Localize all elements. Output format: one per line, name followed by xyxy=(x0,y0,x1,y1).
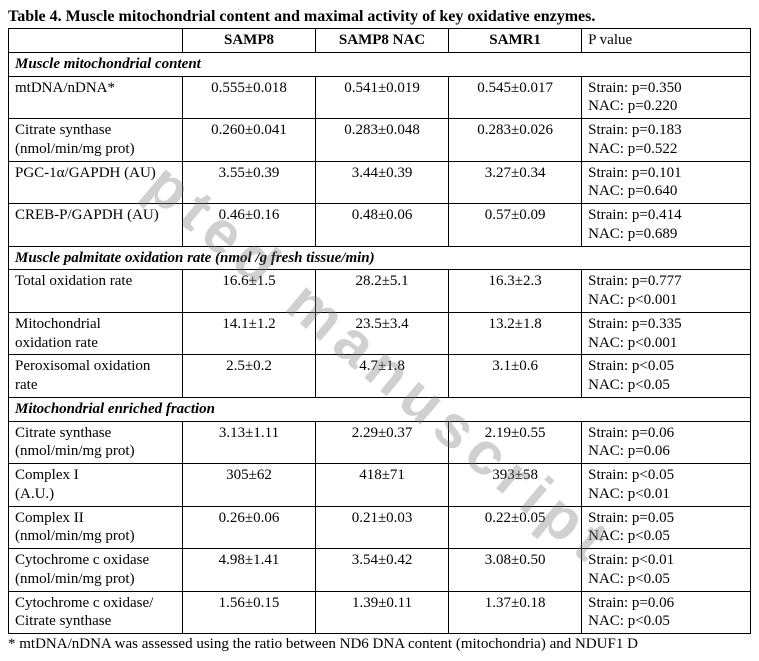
value-cell: 4.98±1.41 xyxy=(182,549,315,592)
value-cell: 393±58 xyxy=(449,464,582,507)
value-cell: 0.57±0.09 xyxy=(449,204,582,247)
table-row: mtDNA/nDNA*0.555±0.0180.541±0.0190.545±0… xyxy=(9,76,751,119)
value-cell: 0.283±0.026 xyxy=(449,119,582,162)
row-label: Mitochondrial oxidation rate xyxy=(9,312,183,355)
section-heading-row: Muscle mitochondrial content xyxy=(9,52,751,76)
col-header-samr1: SAMR1 xyxy=(449,29,582,53)
value-cell: 2.29±0.37 xyxy=(316,421,449,464)
pvalue-cell: Strain: p<0.01 NAC: p<0.05 xyxy=(582,549,751,592)
row-label: Total oxidation rate xyxy=(9,270,183,313)
pvalue-cell: Strain: p=0.183 NAC: p=0.522 xyxy=(582,119,751,162)
pvalue-cell: Strain: p=0.350 NAC: p=0.220 xyxy=(582,76,751,119)
value-cell: 16.6±1.5 xyxy=(182,270,315,313)
value-cell: 3.27±0.34 xyxy=(449,161,582,204)
value-cell: 0.545±0.017 xyxy=(449,76,582,119)
pvalue-cell: Strain: p=0.777 NAC: p<0.001 xyxy=(582,270,751,313)
row-label: Citrate synthase (nmol/min/mg prot) xyxy=(9,119,183,162)
table-row: Complex I (A.U.)305±62418±71393±58Strain… xyxy=(9,464,751,507)
value-cell: 0.22±0.05 xyxy=(449,506,582,549)
col-header-pvalue: P value xyxy=(582,29,751,53)
value-cell: 13.2±1.8 xyxy=(449,312,582,355)
section-heading-cell: Muscle mitochondrial content xyxy=(9,52,751,76)
row-label: Complex I (A.U.) xyxy=(9,464,183,507)
table-row: Mitochondrial oxidation rate14.1±1.223.5… xyxy=(9,312,751,355)
row-label: Cytochrome c oxidase (nmol/min/mg prot) xyxy=(9,549,183,592)
value-cell: 23.5±3.4 xyxy=(316,312,449,355)
pvalue-cell: Strain: p=0.335 NAC: p<0.001 xyxy=(582,312,751,355)
value-cell: 0.46±0.16 xyxy=(182,204,315,247)
pvalue-cell: Strain: p=0.06 NAC: p<0.05 xyxy=(582,591,751,634)
row-label: Citrate synthase (nmol/min/mg prot) xyxy=(9,421,183,464)
col-header-samp8nac: SAMP8 NAC xyxy=(316,29,449,53)
value-cell: 0.21±0.03 xyxy=(316,506,449,549)
col-header-samp8: SAMP8 xyxy=(182,29,315,53)
table-row: Cytochrome c oxidase/ Citrate synthase1.… xyxy=(9,591,751,634)
value-cell: 0.541±0.019 xyxy=(316,76,449,119)
pvalue-cell: Strain: p<0.05 NAC: p<0.05 xyxy=(582,355,751,398)
value-cell: 1.37±0.18 xyxy=(449,591,582,634)
value-cell: 0.555±0.018 xyxy=(182,76,315,119)
value-cell: 3.54±0.42 xyxy=(316,549,449,592)
row-label: mtDNA/nDNA* xyxy=(9,76,183,119)
pvalue-cell: Strain: p<0.05 NAC: p<0.01 xyxy=(582,464,751,507)
data-table: SAMP8 SAMP8 NAC SAMR1 P value Muscle mit… xyxy=(8,28,751,634)
table-row: CREB-P/GAPDH (AU)0.46±0.160.48±0.060.57±… xyxy=(9,204,751,247)
col-header-blank xyxy=(9,29,183,53)
value-cell: 2.5±0.2 xyxy=(182,355,315,398)
value-cell: 305±62 xyxy=(182,464,315,507)
value-cell: 3.55±0.39 xyxy=(182,161,315,204)
value-cell: 3.13±1.11 xyxy=(182,421,315,464)
table-row: Citrate synthase (nmol/min/mg prot)3.13±… xyxy=(9,421,751,464)
value-cell: 1.39±0.11 xyxy=(316,591,449,634)
table-row: Cytochrome c oxidase (nmol/min/mg prot)4… xyxy=(9,549,751,592)
section-heading-row: Mitochondrial enriched fraction xyxy=(9,397,751,421)
pvalue-cell: Strain: p=0.06 NAC: p=0.06 xyxy=(582,421,751,464)
value-cell: 3.44±0.39 xyxy=(316,161,449,204)
value-cell: 14.1±1.2 xyxy=(182,312,315,355)
section-heading-row: Muscle palmitate oxidation rate (nmol /g… xyxy=(9,246,751,270)
row-label: PGC-1α/GAPDH (AU) xyxy=(9,161,183,204)
value-cell: 0.260±0.041 xyxy=(182,119,315,162)
row-label: Peroxisomal oxidation rate xyxy=(9,355,183,398)
row-label: CREB-P/GAPDH (AU) xyxy=(9,204,183,247)
table-row: Citrate synthase (nmol/min/mg prot)0.260… xyxy=(9,119,751,162)
value-cell: 2.19±0.55 xyxy=(449,421,582,464)
value-cell: 418±71 xyxy=(316,464,449,507)
value-cell: 4.7±1.8 xyxy=(316,355,449,398)
pvalue-cell: Strain: p=0.101 NAC: p=0.640 xyxy=(582,161,751,204)
value-cell: 1.56±0.15 xyxy=(182,591,315,634)
value-cell: 3.1±0.6 xyxy=(449,355,582,398)
table-row: Peroxisomal oxidation rate2.5±0.24.7±1.8… xyxy=(9,355,751,398)
value-cell: 0.48±0.06 xyxy=(316,204,449,247)
table-title: Table 4. Muscle mitochondrial content an… xyxy=(8,8,751,26)
row-label: Complex II (nmol/min/mg prot) xyxy=(9,506,183,549)
pvalue-cell: Strain: p=0.05 NAC: p<0.05 xyxy=(582,506,751,549)
pvalue-cell: Strain: p=0.414 NAC: p=0.689 xyxy=(582,204,751,247)
section-heading-cell: Muscle palmitate oxidation rate (nmol /g… xyxy=(9,246,751,270)
table-row: Complex II (nmol/min/mg prot)0.26±0.060.… xyxy=(9,506,751,549)
table-row: Total oxidation rate16.6±1.528.2±5.116.3… xyxy=(9,270,751,313)
value-cell: 16.3±2.3 xyxy=(449,270,582,313)
value-cell: 28.2±5.1 xyxy=(316,270,449,313)
value-cell: 0.26±0.06 xyxy=(182,506,315,549)
value-cell: 0.283±0.048 xyxy=(316,119,449,162)
table-header-row: SAMP8 SAMP8 NAC SAMR1 P value xyxy=(9,29,751,53)
table-footnote: * mtDNA/nDNA was assessed using the rati… xyxy=(8,636,751,653)
section-heading-cell: Mitochondrial enriched fraction xyxy=(9,397,751,421)
row-label: Cytochrome c oxidase/ Citrate synthase xyxy=(9,591,183,634)
table-row: PGC-1α/GAPDH (AU)3.55±0.393.44±0.393.27±… xyxy=(9,161,751,204)
value-cell: 3.08±0.50 xyxy=(449,549,582,592)
